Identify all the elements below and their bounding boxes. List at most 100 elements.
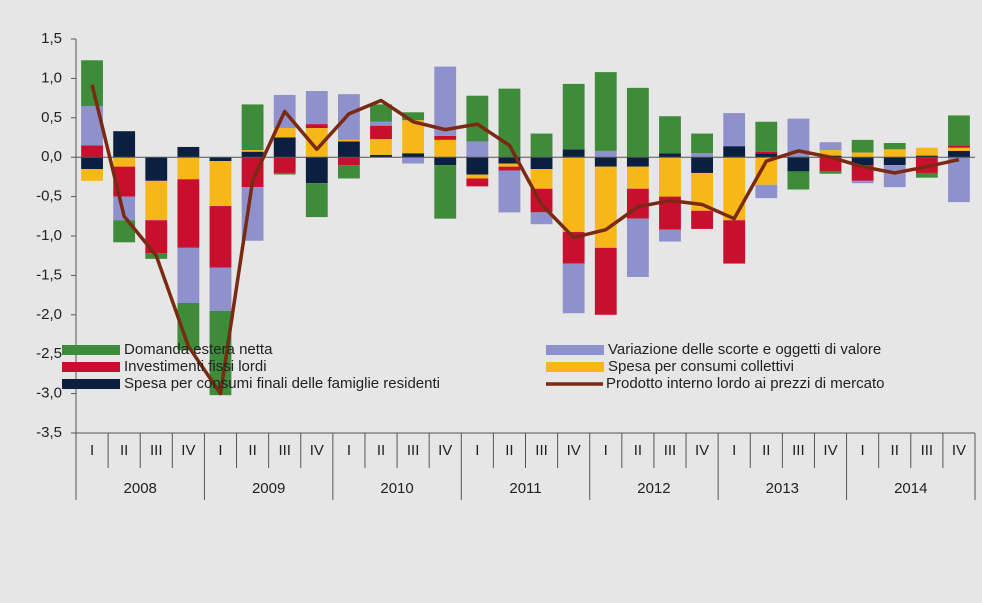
bar-segment [948,145,970,148]
year-label: 2008 [124,480,157,497]
bar-segment [755,184,778,199]
bar-segment [851,180,874,184]
bar-segment [177,179,200,248]
bar-segment [626,166,649,189]
bar-segment [562,83,585,150]
bar-segment [370,121,392,126]
x-tick-label: III [792,442,805,459]
bar-segment [498,157,521,164]
year-label: 2013 [766,480,799,497]
bar-segment [209,161,232,207]
bar-segment [81,169,103,181]
bar-segment [498,166,521,171]
bar-segment [81,145,103,158]
bar-segment [113,131,136,158]
x-tick-label: II [634,442,642,459]
x-tick-label: I [861,442,865,459]
bar-segment [209,157,232,162]
bar-segment [337,157,360,166]
bar-segment [755,157,778,185]
bar-segment [177,247,200,303]
bar-segment [273,172,296,175]
bar-segment [883,157,906,166]
y-tick-label: 1,0 [41,69,62,86]
legend-label: Spesa per consumi finali delle famiglie … [124,375,440,392]
bar-segment [883,165,906,188]
bar-segment [594,166,617,248]
bar-segment [755,151,778,154]
bar-segment [915,155,938,158]
bar-segment [851,157,874,166]
gdp-line [90,84,960,396]
bar-segment [241,157,264,188]
bar-segment [177,157,200,180]
bar-segment [177,146,200,158]
bar-segment [337,141,360,158]
bar-segment [241,151,264,158]
bar-segment [691,172,714,211]
y-tick-label: -3,5 [36,424,62,441]
bar-segment [113,157,136,167]
legend-swatch [546,362,604,372]
bar-segment [755,153,778,158]
bar-segment [562,149,585,158]
bar-segment [562,157,585,233]
bar-segment [402,112,425,121]
bar-segment [434,66,457,136]
bar-segment [273,128,296,138]
bar-segment [498,170,521,213]
bar-segment [466,174,489,179]
x-tick-label: IV [567,442,581,459]
x-tick-label: IV [695,442,709,459]
y-tick-label: -3,0 [36,385,62,402]
year-label: 2010 [380,480,413,497]
bar-segment [145,157,168,181]
bar-segment [626,87,649,158]
bar-segment [81,157,103,170]
bar-segment [337,165,360,179]
bar-segment [370,154,392,158]
bar-segment [113,196,136,221]
bar-segment [466,157,489,175]
legend-label: Prodotto interno lordo ai prezzi di merc… [606,375,884,392]
bar-segment [337,94,360,140]
bar-segment [723,113,746,147]
bar-segment [594,247,617,315]
bar-segment [819,150,842,156]
bar-segment [915,147,938,156]
legend-label: Spesa per consumi collettivi [608,358,794,375]
legend-label: Domanda estera netta [124,341,273,358]
bar-segment [915,172,938,178]
bar-segment [851,152,874,158]
bar-segment [819,157,842,172]
x-tick-label: II [248,442,256,459]
x-tick-label: III [664,442,677,459]
bar-segment [723,157,746,221]
x-tick-label: III [407,442,420,459]
bar-segment [209,310,232,396]
x-tick-label: II [377,442,385,459]
bar-segment [562,263,585,314]
bar-segment [145,180,168,221]
x-tick-label: II [505,442,513,459]
x-tick-label: II [120,442,128,459]
y-tick-label: 0,0 [41,148,62,165]
x-tick-label: IV [310,442,324,459]
bar-segment [273,137,296,158]
x-tick-label: IV [823,442,837,459]
bar-segment [659,116,681,154]
legend-swatch [62,345,120,355]
bar-segment [626,218,649,277]
bar-segment [530,169,553,189]
bar-segment [562,232,585,264]
bar-segment [402,153,425,158]
x-tick-label: I [90,442,94,459]
legend-swatch [62,379,120,389]
bar-segment [948,157,970,203]
x-tick-label: III [150,442,163,459]
bar-segment [851,139,874,153]
bar-segment [209,267,232,311]
year-label: 2012 [637,480,670,497]
bar-segment [659,153,681,158]
